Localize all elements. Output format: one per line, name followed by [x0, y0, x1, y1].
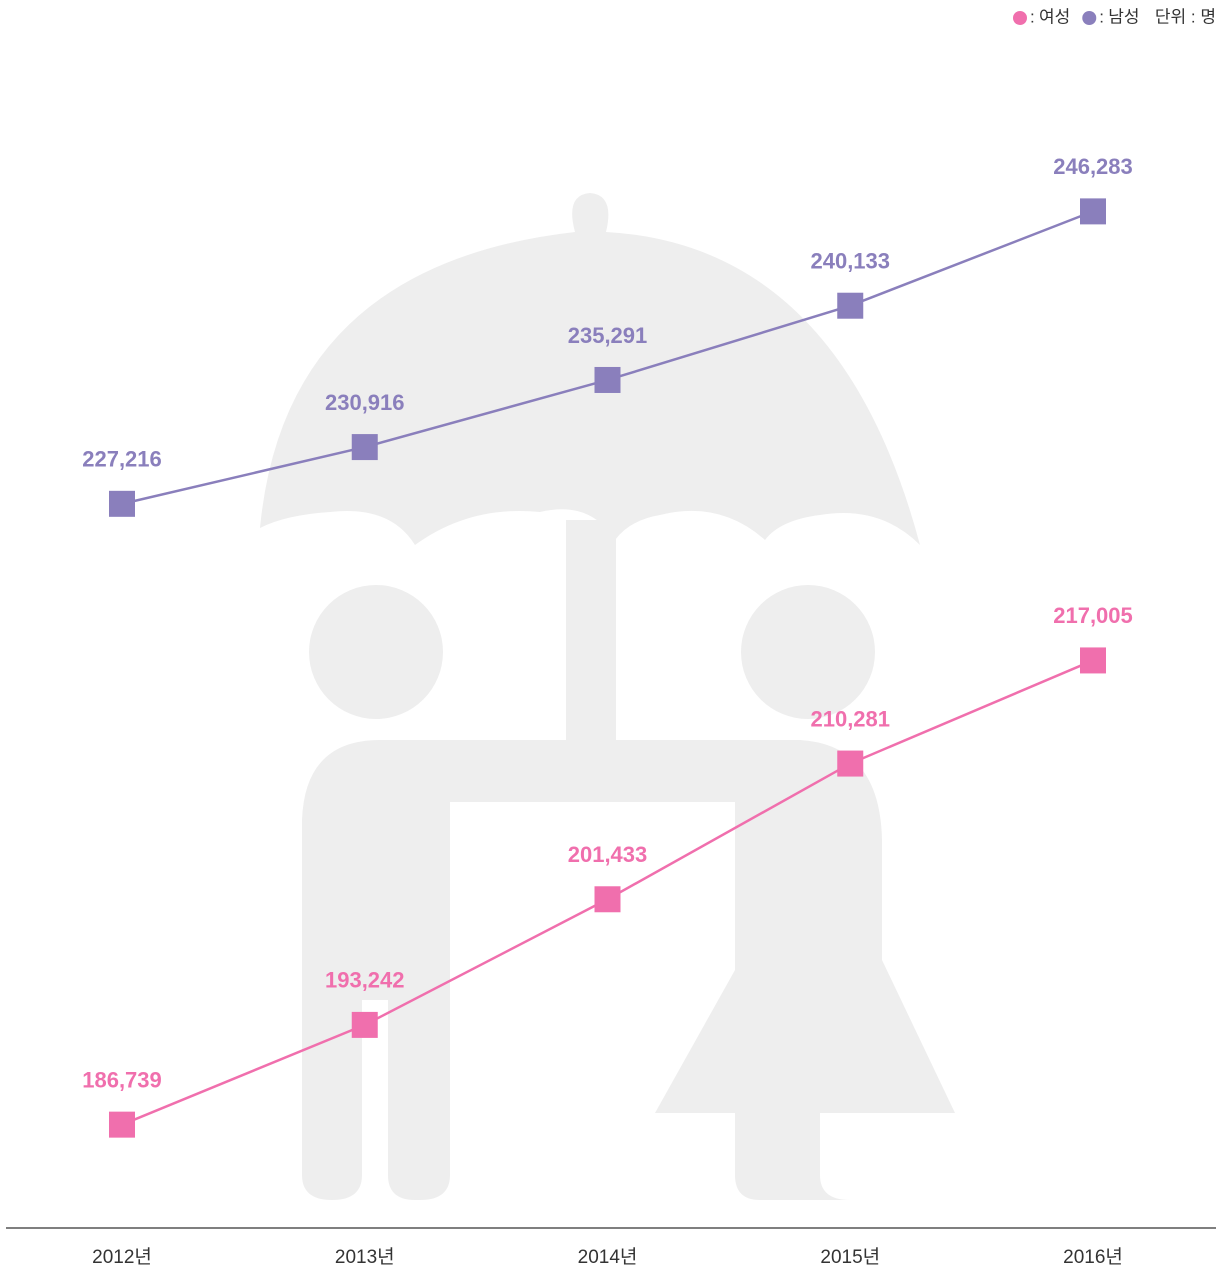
value-label: 227,216 [82, 447, 162, 472]
marker [109, 491, 135, 517]
x-tick-label: 2016년 [1063, 1246, 1123, 1268]
unit-label: 단위 : 명 [1155, 7, 1216, 26]
legend-swatch [1013, 11, 1027, 25]
value-label: 235,291 [568, 323, 648, 348]
value-label: 201,433 [568, 842, 648, 867]
marker [109, 1112, 135, 1138]
value-label: 186,739 [82, 1067, 162, 1092]
x-tick-label: 2015년 [820, 1246, 880, 1268]
value-label: 230,916 [325, 390, 405, 415]
marker [352, 1012, 378, 1038]
marker [595, 367, 621, 393]
value-label: 217,005 [1053, 603, 1133, 628]
value-label: 246,283 [1053, 154, 1133, 179]
legend-label: 남성 [1108, 7, 1139, 26]
value-label: 240,133 [810, 249, 890, 274]
marker [1080, 198, 1106, 224]
value-label: 210,281 [810, 706, 890, 731]
marker [837, 751, 863, 777]
legend-separator: : [1099, 7, 1104, 26]
marker [595, 886, 621, 912]
marker [1080, 647, 1106, 673]
chart: :여성:남성단위 : 명 2012년2013년2014년2015년2016년18… [0, 0, 1226, 1272]
legend-label: 여성 [1039, 7, 1070, 26]
value-label: 193,242 [325, 968, 405, 993]
marker [837, 293, 863, 319]
legend-swatch [1082, 11, 1096, 25]
x-tick-label: 2013년 [335, 1246, 395, 1268]
x-tick-label: 2014년 [578, 1246, 638, 1268]
x-tick-label: 2012년 [92, 1246, 152, 1268]
marker [352, 434, 378, 460]
legend-separator: : [1030, 7, 1035, 26]
